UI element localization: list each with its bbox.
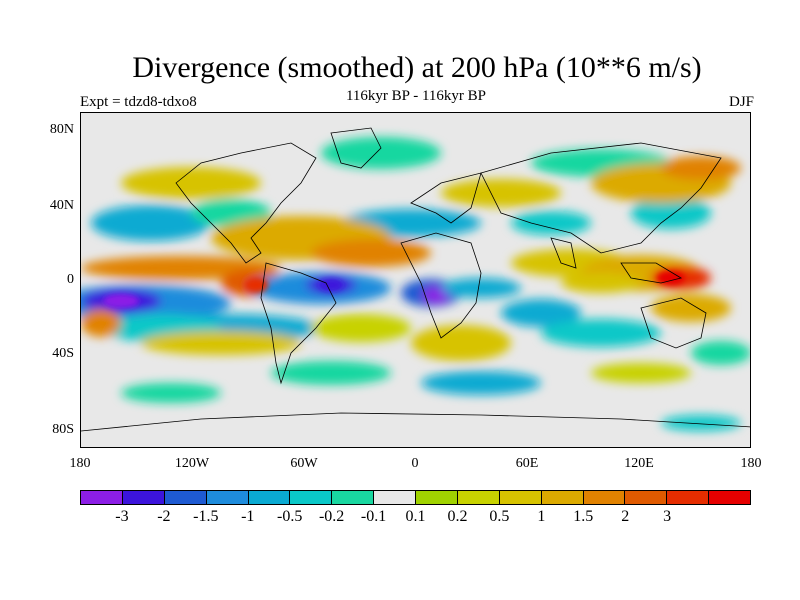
map-subtitle: 116kyr BP - 116kyr BP: [345, 88, 486, 104]
lat-label-80s: 80S: [52, 422, 74, 437]
colorbar-label: 3: [663, 508, 672, 525]
lat-label-80n: 80N: [49, 122, 74, 137]
colorbar-segment: [248, 491, 291, 504]
colorbar: [80, 490, 751, 505]
colorbar-segment: [541, 491, 584, 504]
experiment-label: Expt = tdzd8-tdxo8: [80, 94, 197, 110]
colorbar-segment: [374, 491, 416, 504]
lon-label-60w: 60W: [290, 456, 318, 471]
colorbar-segment: [583, 491, 626, 504]
divergence-field: [81, 127, 750, 432]
lon-label-0: 0: [411, 456, 419, 471]
contour-fill-layer: [81, 137, 750, 431]
colorbar-segment: [667, 491, 710, 504]
colorbar-segment: [164, 491, 207, 504]
colorbar-segment: [457, 491, 500, 504]
colorbar-label: 0.5: [489, 508, 510, 525]
colorbar-segment: [332, 491, 375, 504]
colorbar-label: 1.5: [573, 508, 594, 525]
colorbar-segment: [206, 491, 249, 504]
colorbar-segment: [499, 491, 542, 504]
lon-label-60e: 60E: [515, 456, 539, 471]
lon-label-180e: 180: [740, 456, 762, 471]
lat-label-40s: 40S: [52, 346, 74, 361]
map-panel: [80, 112, 751, 448]
season-label: DJF: [728, 94, 754, 110]
colorbar-label: -0.5: [277, 508, 303, 525]
lon-label-120w: 120W: [174, 456, 210, 471]
coastline-layer: [81, 127, 750, 432]
colorbar-segment: [122, 491, 165, 504]
colorbar-label: 0.2: [447, 508, 468, 525]
colorbar-label: 2: [621, 508, 630, 525]
colorbar-label: -1: [241, 508, 255, 525]
colorbar-label: 1: [537, 508, 546, 525]
colorbar-label: -0.2: [318, 508, 345, 525]
colorbar-segment: [81, 491, 123, 504]
colorbar-label: 0.1: [405, 508, 426, 525]
colorbar-label: -1.5: [193, 508, 219, 525]
lat-label-40n: 40N: [49, 198, 74, 213]
lon-label-180w: 180: [69, 456, 91, 471]
colorbar-label: -3: [115, 508, 129, 525]
colorbar-segment: [709, 491, 750, 504]
colorbar-segment: [416, 491, 458, 504]
contour-highlight-layer: [103, 271, 685, 308]
colorbar-segment: [625, 491, 668, 504]
map-title: Divergence (smoothed) at 200 hPa (10**6 …: [132, 51, 702, 84]
colorbar-segment: [290, 491, 333, 504]
colorbar-label: -2: [157, 508, 171, 525]
colorbar-label: -0.1: [360, 508, 387, 525]
lat-label-0: 0: [67, 272, 74, 287]
lon-label-120e: 120E: [624, 456, 654, 471]
